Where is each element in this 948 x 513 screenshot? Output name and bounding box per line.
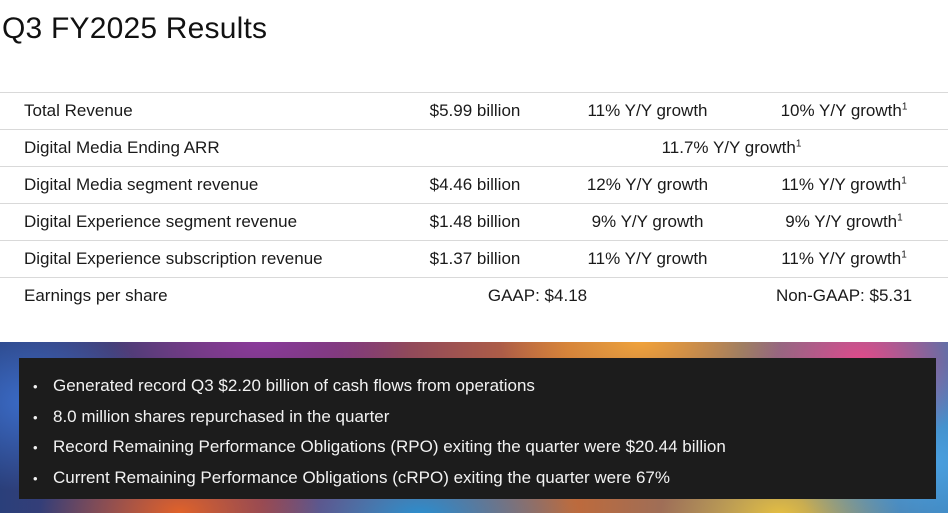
list-item: • Record Remaining Performance Obligation… [33,433,936,464]
highlights-box: • Generated record Q3 $2.20 billion of ca… [19,358,936,499]
footnote-marker: 1 [795,138,802,150]
row-label: Total Revenue [0,92,395,130]
table-row: Total Revenue $5.99 billion 11% Y/Y grow… [0,92,948,130]
row-growth-cc: 11% Y/Y growth1 [740,166,948,204]
page-title: Q3 FY2025 Results [2,12,268,45]
row-label: Digital Media segment revenue [0,166,395,204]
table-row: Digital Media segment revenue $4.46 bill… [0,166,948,204]
list-item: • 8.0 million shares repurchased in the q… [33,403,936,434]
highlights-banner: • Generated record Q3 $2.20 billion of ca… [0,342,948,513]
eps-non-gaap: Non-GAAP: $5.31 [775,286,913,306]
row-value: $1.48 billion [395,203,555,241]
eps-gaap: GAAP: $4.18 [487,286,588,306]
row-label: Digital Media Ending ARR [0,129,395,167]
row-growth-cc: 9% Y/Y growth1 [740,203,948,241]
row-growth-cc: 10% Y/Y growth1 [740,92,948,130]
row-label: Digital Experience segment revenue [0,203,395,241]
row-value: $5.99 billion [395,92,555,130]
bullet-icon: • [33,470,38,486]
footnote-marker: 1 [897,212,903,224]
bullet-icon: • [33,440,38,455]
row-growth-span: 11.7% Y/Y growth1 [555,129,948,167]
table-row: Digital Experience subscription revenue … [0,240,948,278]
table-row: Digital Media Ending ARR 11.7% Y/Y growt… [0,129,948,167]
table-row: Digital Experience segment revenue $1.48… [0,203,948,241]
footnote-marker: 1 [901,249,907,261]
list-item: • Generated record Q3 $2.20 billion of ca… [33,372,936,403]
row-value: $1.37 billion [395,240,555,278]
row-growth: 11% Y/Y growth [555,240,740,278]
row-value: $4.46 billion [395,166,555,204]
row-growth: 12% Y/Y growth [555,166,740,204]
row-label: Digital Experience subscription revenue [0,240,395,278]
list-item: • Current Remaining Performance Obligatio… [33,464,936,495]
results-table: Total Revenue $5.99 billion 11% Y/Y grow… [0,92,948,315]
row-growth: 9% Y/Y growth [555,203,740,241]
table-row: Earnings per share GAAP: $4.18 Non-GAAP:… [0,278,948,315]
footnote-marker: 1 [901,175,907,187]
bullet-icon: • [33,409,38,425]
row-growth: 11% Y/Y growth [555,92,740,130]
footnote-marker: 1 [901,101,908,113]
row-growth-cc: 11% Y/Y growth1 [740,240,948,278]
highlights-list: • Generated record Q3 $2.20 billion of ca… [33,372,936,494]
row-label: Earnings per share [24,286,168,306]
bullet-icon: • [33,379,38,394]
